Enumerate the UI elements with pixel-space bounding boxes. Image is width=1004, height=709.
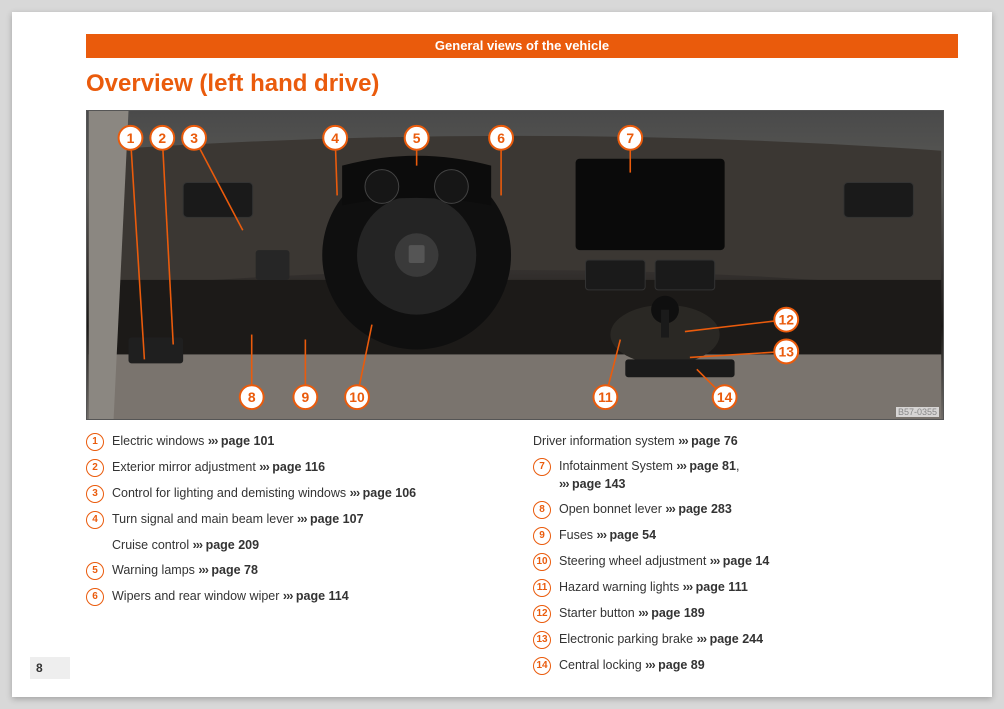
svg-text:7: 7	[626, 130, 634, 146]
manual-page: General views of the vehicle Overview (l…	[12, 12, 992, 697]
legend-left-column: 1 Electric windows ››› page 101 2 Exterior …	[86, 432, 497, 682]
legend-text: Warning lamps ››› page 78	[112, 561, 258, 579]
svg-text:9: 9	[301, 389, 309, 405]
legend-item-2: 2 Exterior mirror adjustment ››› page 116	[86, 458, 497, 477]
legend-text: Open bonnet lever ››› page 283	[559, 500, 732, 518]
legend-text: Fuses ››› page 54	[559, 526, 656, 544]
legend-text: Electronic parking brake ››› page 244	[559, 630, 763, 648]
legend-item-13: 13 Electronic parking brake ››› page 244	[533, 630, 944, 649]
legend-number-icon: 13	[533, 631, 551, 649]
svg-text:4: 4	[331, 130, 339, 146]
legend-number-icon: 14	[533, 657, 551, 675]
figure-id-label: B57-0355	[896, 407, 939, 417]
legend-item-11: 11 Hazard warning lights ››› page 111	[533, 578, 944, 597]
legend-item-1: 1 Electric windows ››› page 101	[86, 432, 497, 451]
legend-item-5: 5 Warning lamps ››› page 78	[86, 561, 497, 580]
legend-text: Exterior mirror adjustment ››› page 116	[112, 458, 325, 476]
legend-item-14: 14 Central locking ››› page 89	[533, 656, 944, 675]
legend-columns: 1 Electric windows ››› page 101 2 Exterior …	[86, 432, 944, 682]
page-number: 8	[30, 657, 70, 679]
legend-text: Control for lighting and demisting windo…	[112, 484, 416, 502]
legend-text: Turn signal and main beam lever ››› page…	[112, 510, 364, 528]
legend-number-icon: 11	[533, 579, 551, 597]
legend-item-10: 10 Steering wheel adjustment ››› page 14	[533, 552, 944, 571]
legend-item-7: 7 Infotainment System ››› page 81,››› pag…	[533, 457, 944, 493]
legend-number-icon: 1	[86, 433, 104, 451]
legend-item-6: 6 Wipers and rear window wiper ››› page 1…	[86, 587, 497, 606]
legend-number-icon: 10	[533, 553, 551, 571]
legend-item-12: 12 Starter button ››› page 189	[533, 604, 944, 623]
legend-number-icon: 3	[86, 485, 104, 503]
svg-text:12: 12	[779, 312, 795, 328]
legend-item-8: 8 Open bonnet lever ››› page 283	[533, 500, 944, 519]
legend-number-icon: 12	[533, 605, 551, 623]
legend-text: Infotainment System ››› page 81,››› page…	[559, 457, 739, 493]
legend-number-icon: 7	[533, 458, 551, 476]
legend-text: Electric windows ››› page 101	[112, 432, 274, 450]
dashboard-illustration: 1234567891011121314	[87, 111, 943, 419]
svg-text:11: 11	[598, 389, 613, 405]
legend-item: Cruise control ››› page 209	[112, 536, 497, 554]
dashboard-figure: 1234567891011121314 B57-0355	[86, 110, 944, 420]
legend-right-column: Driver information system ››› page 76 7 In…	[533, 432, 944, 682]
legend-text: Central locking ››› page 89	[559, 656, 705, 674]
legend-text: Cruise control ››› page 209	[112, 536, 259, 554]
svg-text:5: 5	[413, 130, 421, 146]
legend-number-icon: 9	[533, 527, 551, 545]
svg-text:13: 13	[779, 343, 795, 359]
section-header: General views of the vehicle	[86, 34, 958, 58]
svg-text:14: 14	[717, 389, 733, 405]
legend-item-9: 9 Fuses ››› page 54	[533, 526, 944, 545]
legend-number-icon: 4	[86, 511, 104, 529]
legend-number-icon: 8	[533, 501, 551, 519]
legend-item-4: 4 Turn signal and main beam lever ››› pag…	[86, 510, 497, 529]
legend-item: Driver information system ››› page 76	[533, 432, 944, 450]
legend-text: Starter button ››› page 189	[559, 604, 705, 622]
legend-text: Wipers and rear window wiper ››› page 11…	[112, 587, 349, 605]
svg-text:1: 1	[127, 130, 135, 146]
legend-text: Driver information system ››› page 76	[533, 432, 738, 450]
svg-text:6: 6	[497, 130, 505, 146]
legend-number-icon: 5	[86, 562, 104, 580]
legend-item-3: 3 Control for lighting and demisting wind…	[86, 484, 497, 503]
legend-number-icon: 6	[86, 588, 104, 606]
legend-number-icon: 2	[86, 459, 104, 477]
svg-text:10: 10	[349, 389, 365, 405]
svg-text:2: 2	[158, 130, 166, 146]
svg-text:8: 8	[248, 389, 256, 405]
legend-text: Steering wheel adjustment ››› page 14	[559, 552, 769, 570]
page-title: Overview (left hand drive)	[86, 70, 379, 98]
legend-text: Hazard warning lights ››› page 111	[559, 578, 748, 596]
svg-text:3: 3	[190, 130, 198, 146]
